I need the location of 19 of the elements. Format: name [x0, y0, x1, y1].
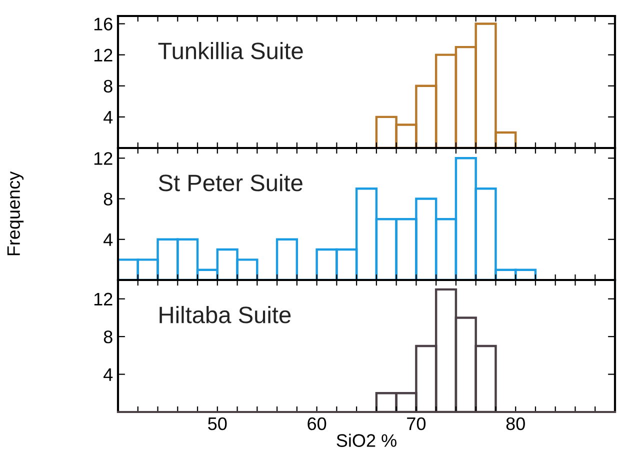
x-tick-label: 70: [407, 417, 426, 430]
y-tick-label: 4: [104, 368, 113, 381]
y-tick-label: 12: [94, 292, 112, 306]
x-axis-title: SiO2 %: [336, 434, 396, 447]
y-tick-label: 12: [94, 152, 112, 165]
annotation: St Peter Suite: [158, 174, 302, 192]
y-tick-label: 8: [104, 330, 112, 344]
y-tick-label: 16: [94, 18, 112, 30]
y-tick-label: 12: [94, 48, 112, 62]
x-tick-label: 60: [308, 417, 326, 430]
y-tick-label: 4: [104, 234, 113, 246]
x-tick-label: 80: [506, 417, 525, 430]
annotation: Tunkillia Suite: [158, 42, 303, 60]
y-tick-label: 4: [104, 111, 113, 124]
annotation: Hiltaba Suite: [160, 306, 291, 324]
y-tick-label: 8: [104, 80, 112, 93]
x-tick-label: 50: [208, 417, 227, 430]
y-axis-title: Frequency: [7, 171, 24, 256]
y-tick-label: 8: [104, 192, 112, 206]
